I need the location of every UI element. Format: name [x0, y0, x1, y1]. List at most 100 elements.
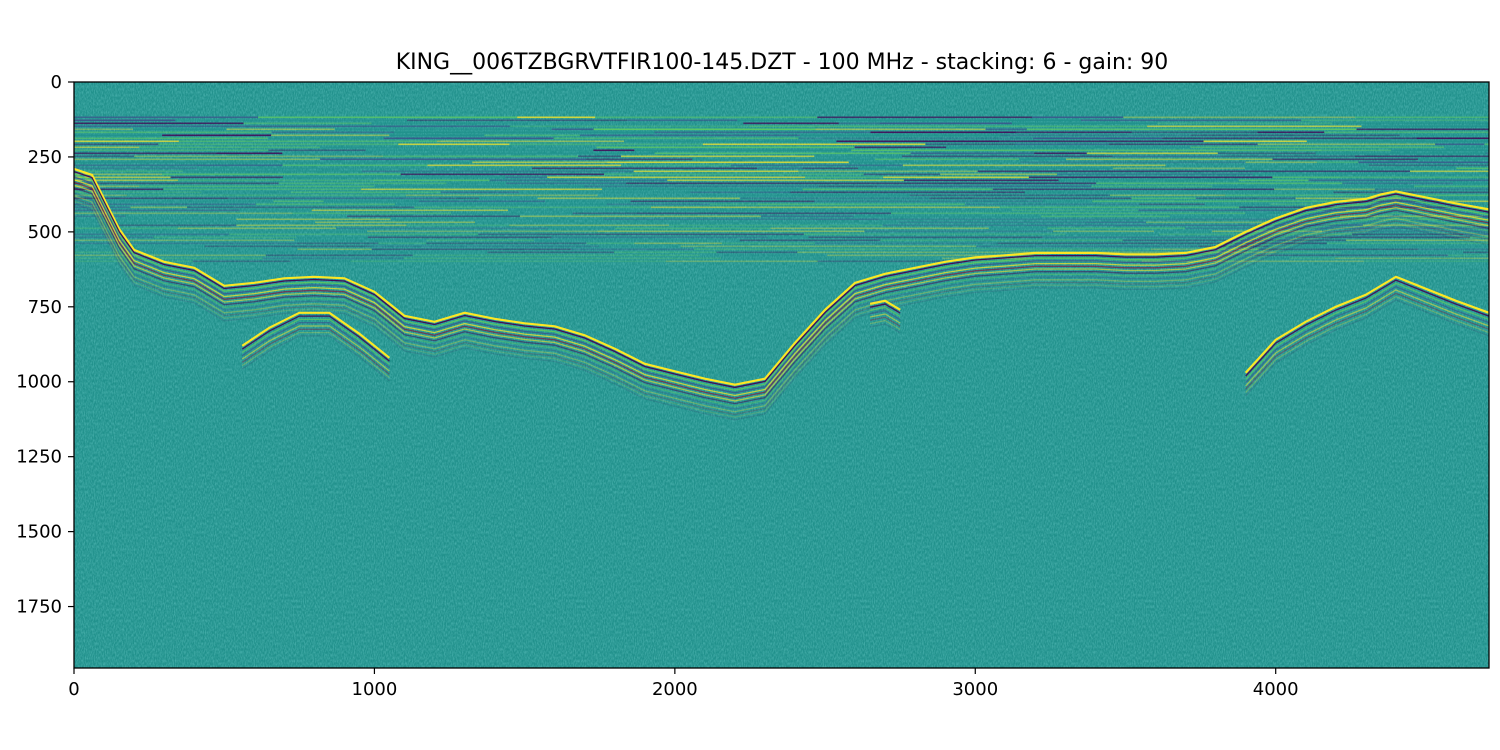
air-wave-stripe	[805, 176, 883, 179]
air-wave-stripe	[1191, 212, 1246, 215]
reflector-1-line	[241, 331, 390, 379]
air-wave-stripe	[537, 197, 740, 200]
air-wave-stripe	[373, 179, 490, 182]
air-wave-stripe	[1212, 230, 1322, 233]
air-wave-stripe	[584, 185, 819, 188]
reflector-3-line	[1245, 279, 1489, 377]
reflector-0-line	[74, 170, 1489, 389]
air-wave-stripe	[1131, 131, 1258, 134]
air-wave-stripe	[858, 167, 1113, 170]
air-wave-stripe	[770, 227, 989, 230]
air-wave-stripe	[290, 260, 351, 263]
air-wave-stripe	[1162, 137, 1417, 140]
air-wave-stripe	[1308, 179, 1489, 182]
air-wave-stripe	[743, 122, 839, 125]
air-wave-stripe	[1418, 158, 1489, 161]
reflector-0-line	[74, 184, 1489, 402]
air-wave-stripe	[1416, 137, 1489, 140]
air-wave-stripe	[1390, 194, 1489, 197]
reflector-1-line	[241, 311, 391, 359]
air-wave-stripe	[495, 122, 744, 125]
air-wave-stripe	[1345, 239, 1489, 242]
air-wave-stripe	[308, 251, 488, 254]
y-tick-label: 500	[28, 222, 62, 243]
reflector-0-line	[74, 189, 1489, 407]
air-wave-stripe	[134, 155, 237, 158]
air-wave-stripe	[693, 248, 947, 251]
air-wave-stripe	[369, 245, 513, 248]
air-wave-stripe	[318, 167, 533, 170]
air-wave-stripe	[1080, 119, 1302, 122]
air-wave-stripe	[74, 215, 126, 218]
air-wave-stripe	[949, 164, 1166, 167]
air-wave-stripe	[265, 254, 413, 257]
reflector-1-line	[241, 325, 390, 372]
y-tick-label: 250	[28, 147, 62, 168]
air-wave-stripe	[1270, 191, 1334, 194]
air-wave-stripe	[1272, 176, 1340, 179]
air-wave-stripe	[243, 122, 372, 125]
air-wave-stripe	[999, 206, 1240, 209]
air-wave-stripe	[838, 122, 880, 125]
air-wave-stripe	[438, 197, 479, 200]
air-wave-stripe	[1225, 194, 1391, 197]
air-wave-stripe	[690, 191, 791, 194]
air-wave-stripe	[74, 242, 298, 245]
air-wave-stripe	[371, 248, 572, 251]
air-wave-stripe	[898, 221, 1086, 224]
air-wave-stripe	[1270, 221, 1489, 224]
air-wave-stripe	[1139, 203, 1205, 206]
air-wave-stripe	[572, 212, 637, 215]
air-wave-stripe	[1027, 224, 1117, 227]
air-wave-stripe	[864, 230, 1054, 233]
plot-frame	[73, 81, 1490, 669]
air-wave-stripe	[595, 116, 818, 119]
air-wave-stripe	[74, 140, 179, 143]
air-wave-stripe	[827, 254, 1050, 257]
air-wave-stripe	[290, 191, 441, 194]
air-wave-stripe	[153, 236, 297, 239]
air-wave-stripe	[371, 122, 496, 125]
air-wave-stripe	[1469, 236, 1489, 239]
air-wave-stripe	[602, 188, 803, 191]
air-wave-stripe	[1358, 161, 1489, 164]
air-wave-stripe	[553, 137, 799, 140]
air-wave-stripe	[1448, 254, 1489, 257]
air-wave-stripe	[1011, 122, 1158, 125]
air-wave-stripe	[236, 218, 391, 221]
air-wave-stripe	[197, 164, 283, 167]
air-wave-stripe	[1399, 134, 1489, 137]
air-wave-stripe	[294, 197, 439, 200]
air-wave-stripe	[74, 203, 256, 206]
air-wave-stripe	[1345, 209, 1489, 212]
air-wave-stripe	[985, 128, 1027, 131]
air-wave-stripe	[487, 251, 615, 254]
air-wave-stripe	[814, 200, 1043, 203]
y-tick-label: 1500	[16, 522, 62, 543]
air-wave-stripe	[578, 155, 621, 158]
air-wave-stripe	[282, 164, 428, 167]
air-wave-stripe	[407, 170, 634, 173]
air-wave-stripe	[1183, 188, 1275, 191]
air-wave-stripe	[1185, 227, 1353, 230]
air-wave-stripe	[1444, 146, 1489, 149]
air-wave-stripe	[258, 116, 518, 119]
air-wave-stripe	[1091, 185, 1213, 188]
air-wave-stripe	[1443, 125, 1489, 128]
air-wave-stripe	[1340, 215, 1397, 218]
air-wave-stripe	[929, 197, 1132, 200]
air-wave-stripe	[385, 146, 597, 149]
air-wave-stripe	[74, 200, 202, 203]
air-wave-stripe	[880, 122, 1012, 125]
air-wave-stripe	[533, 239, 740, 242]
reflector-0-line	[74, 181, 1489, 399]
reflector-0-line	[74, 187, 1489, 405]
air-wave-stripe	[598, 245, 681, 248]
air-wave-stripe	[407, 119, 628, 122]
air-wave-stripe	[268, 149, 366, 152]
air-wave-stripe	[597, 194, 741, 197]
air-wave-stripe	[1030, 257, 1290, 260]
air-wave-stripe	[323, 200, 419, 203]
air-wave-stripe	[439, 203, 607, 206]
air-wave-stripe	[383, 155, 579, 158]
